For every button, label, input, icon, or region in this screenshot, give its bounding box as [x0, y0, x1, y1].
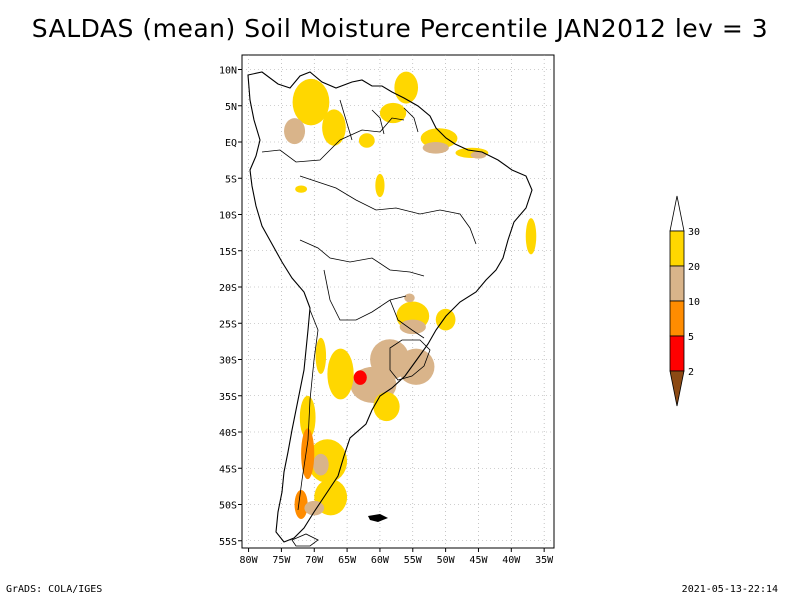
moisture-patch	[470, 151, 487, 159]
lat-tick-label: 20S	[219, 283, 237, 294]
lon-tick-label: 80W	[240, 555, 259, 566]
moisture-patch	[525, 218, 537, 255]
lat-tick-label: 40S	[219, 428, 237, 439]
moisture-patch	[353, 370, 367, 385]
grid-lines	[242, 55, 554, 548]
tierra-del-fuego	[291, 533, 319, 547]
timestamp: 2021-05-13-22:14	[681, 584, 778, 595]
moisture-patch	[284, 118, 306, 145]
legend-top-arrow	[669, 195, 685, 232]
country-borders	[261, 99, 477, 511]
map-title: SALDAS (mean) Soil Moisture Percentile J…	[31, 14, 769, 43]
axis-ticks: 80W 75W 70W 65W 60W 55W 50W 45W 40W 35W 10N 5N EQ 5S 1…	[219, 66, 554, 567]
lat-tick-label: 45S	[219, 464, 237, 475]
moisture-patch	[375, 173, 385, 198]
grads-credit: GrADS: COLA/IGES	[6, 584, 103, 595]
moisture-patch	[315, 337, 327, 374]
moisture-patch	[397, 348, 435, 385]
legend-swatch	[669, 335, 685, 372]
lat-tick-label: 10N	[219, 66, 237, 77]
legend-label: 10	[688, 297, 700, 308]
lat-tick-label: EQ	[225, 138, 237, 149]
lat-tick-label: 50S	[219, 501, 237, 512]
lon-tick-label: 50W	[437, 555, 456, 566]
legend-bottom-arrow	[669, 370, 685, 407]
legend-label: 2	[688, 367, 694, 378]
lat-tick-label: 10S	[219, 211, 237, 222]
moisture-patch	[379, 102, 407, 124]
moisture-patch	[294, 490, 308, 519]
moisture-patch	[422, 142, 449, 154]
moisture-patch	[435, 308, 456, 331]
lat-tick-label: 30S	[219, 356, 237, 367]
falkland-islands	[368, 514, 388, 522]
lat-tick-label: 55S	[219, 537, 237, 548]
moisture-patch	[312, 453, 329, 476]
lon-tick-label: 40W	[502, 555, 521, 566]
color-legend: 30 20 10 5 2	[669, 195, 700, 407]
legend-label: 5	[688, 332, 694, 343]
moisture-patch	[299, 395, 316, 440]
moisture-patch	[399, 319, 426, 335]
moisture-patch	[292, 78, 330, 126]
legend-swatch	[669, 300, 685, 337]
moisture-patch	[322, 109, 346, 146]
moisture-patch	[404, 293, 415, 303]
lon-tick-label: 35W	[535, 555, 554, 566]
lon-tick-label: 65W	[338, 555, 357, 566]
moisture-patch	[358, 133, 375, 148]
lat-tick-label: 25S	[219, 319, 237, 330]
legend-swatch	[669, 265, 685, 302]
lat-tick-label: 15S	[219, 247, 237, 258]
south-america-outline	[247, 71, 533, 543]
moisture-patch	[327, 348, 354, 400]
lat-tick-label: 5N	[225, 102, 237, 113]
lat-tick-label: 35S	[219, 392, 237, 403]
moisture-patch	[304, 500, 325, 516]
lon-tick-label: 60W	[371, 555, 390, 566]
lon-tick-label: 75W	[272, 555, 291, 566]
moisture-patch	[373, 392, 400, 422]
legend-label: 20	[688, 262, 700, 273]
lon-tick-label: 70W	[305, 555, 324, 566]
lat-tick-label: 5S	[225, 174, 237, 185]
legend-label: 30	[688, 227, 700, 238]
lon-tick-label: 55W	[404, 555, 423, 566]
moisture-patch	[295, 185, 308, 193]
legend-swatch	[669, 230, 685, 267]
lon-tick-label: 45W	[469, 555, 488, 566]
moisture-patches	[284, 71, 537, 519]
